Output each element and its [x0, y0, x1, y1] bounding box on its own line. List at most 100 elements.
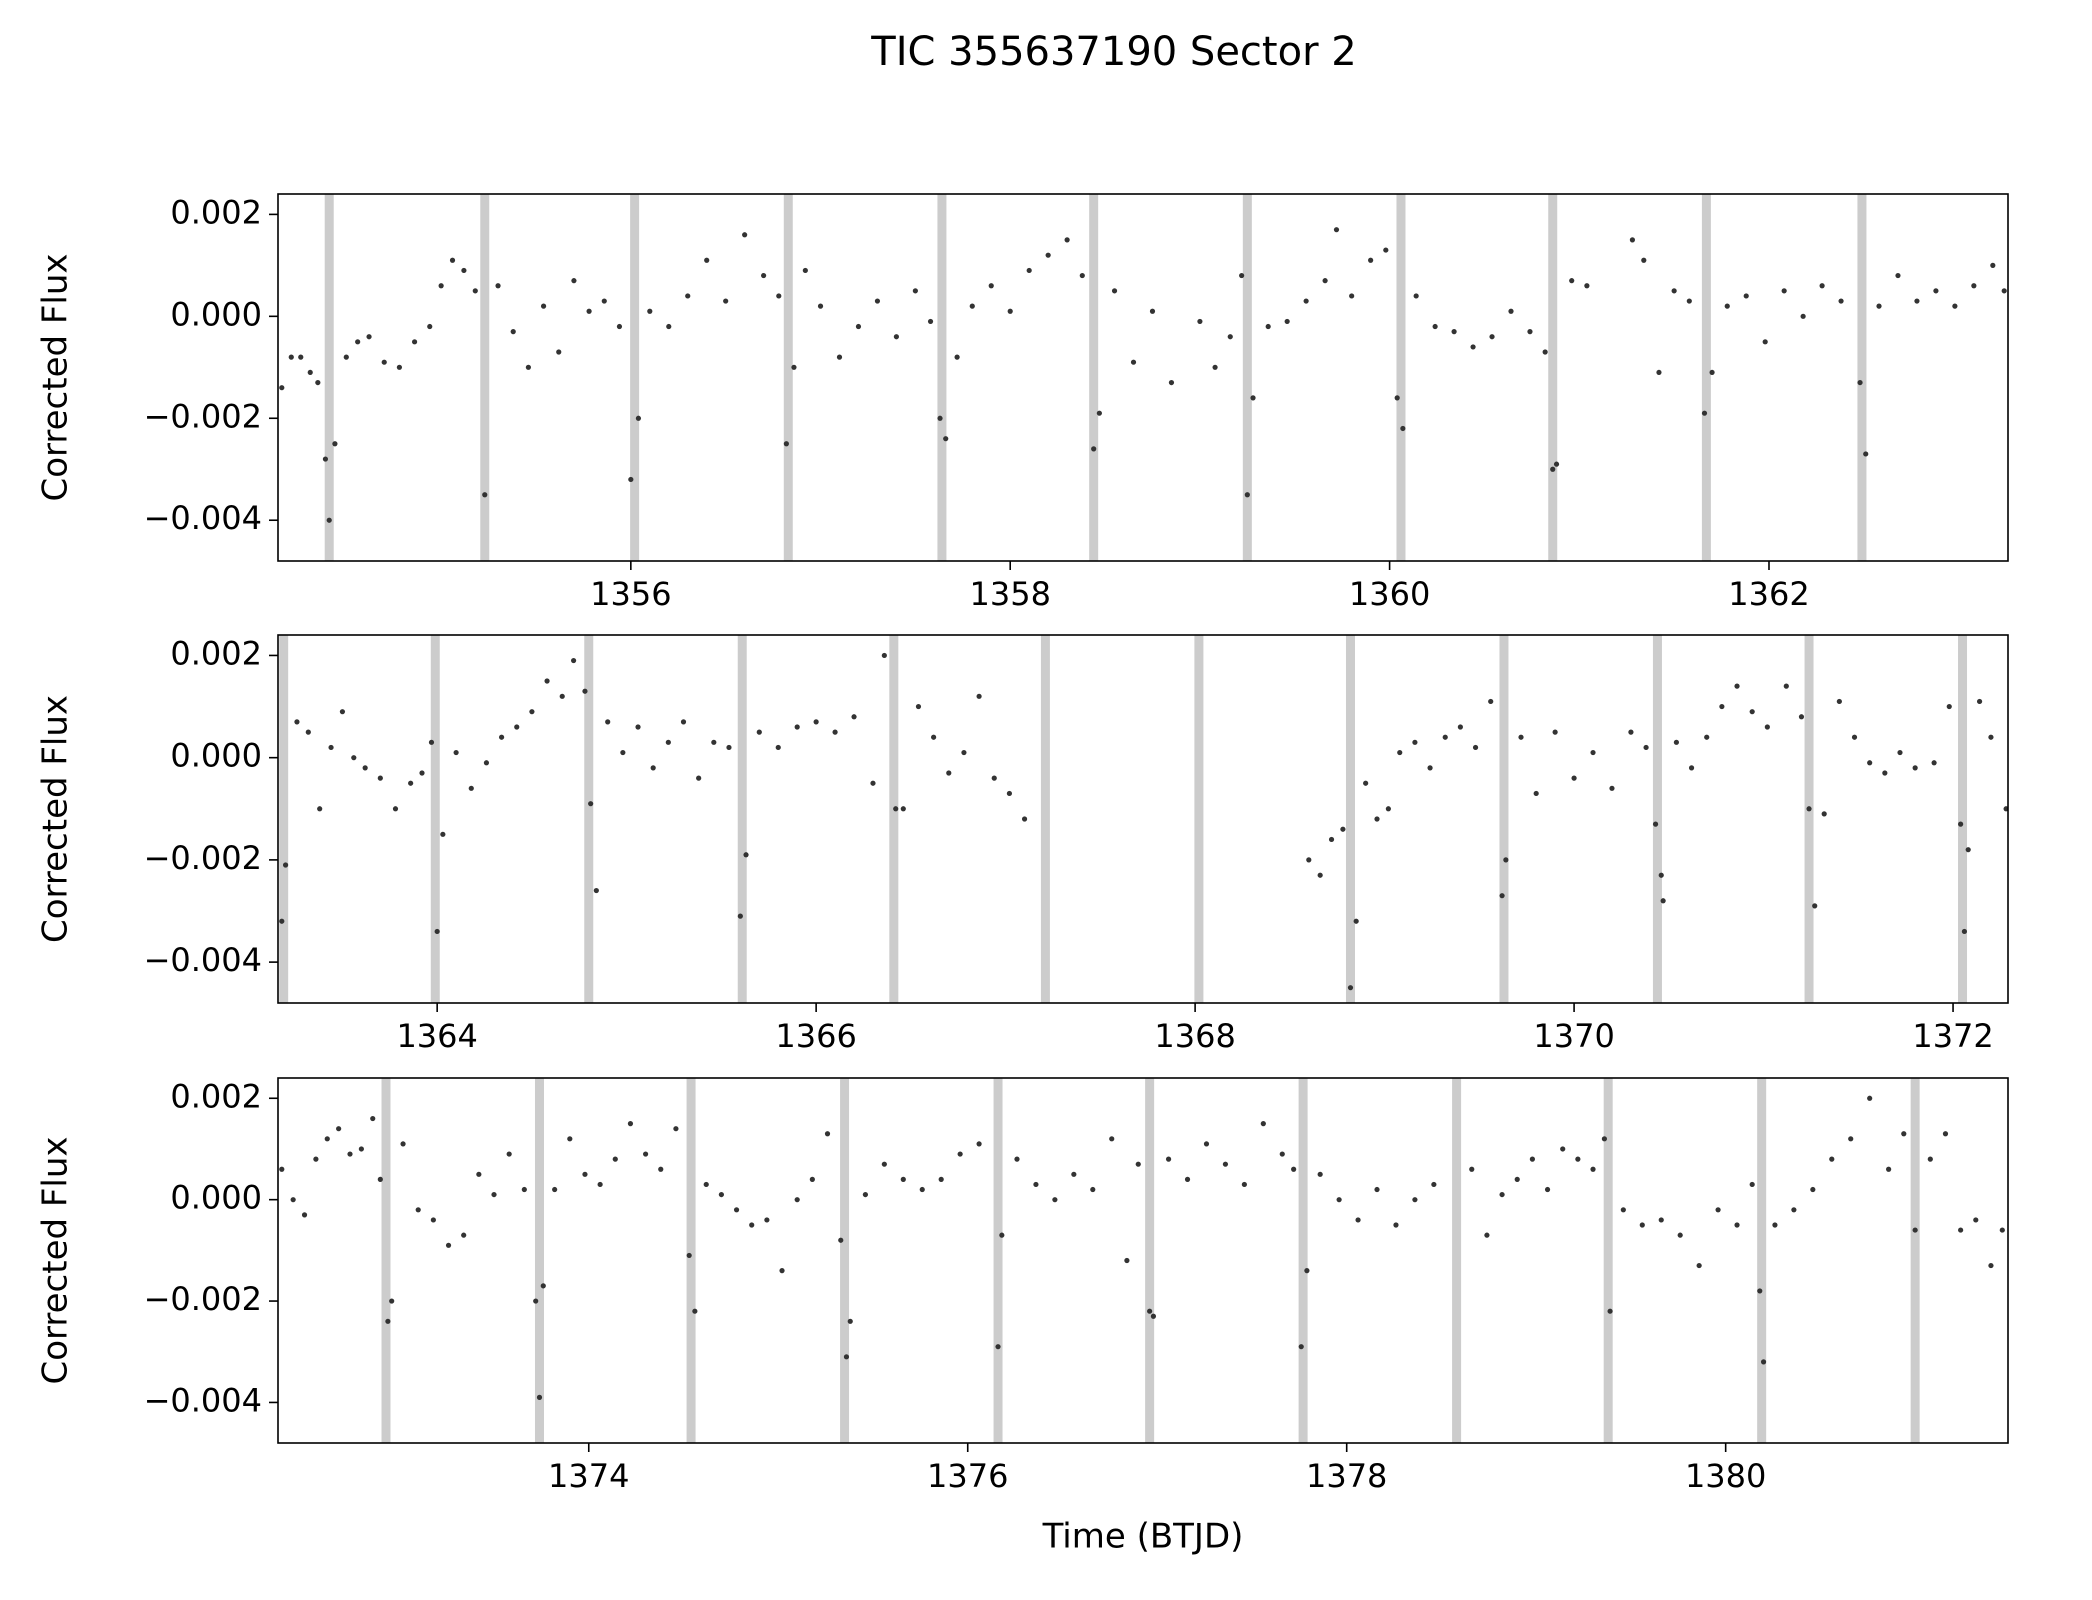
plot-area — [279, 194, 2007, 561]
data-point — [282, 862, 289, 868]
data-point — [1130, 359, 1137, 365]
data-point — [1658, 1217, 1664, 1223]
data-point — [1168, 379, 1175, 386]
data-point — [776, 293, 782, 299]
data-point — [620, 749, 626, 756]
data-point — [408, 780, 414, 786]
data-point — [743, 852, 749, 858]
data-point — [1203, 1141, 1210, 1147]
data-point — [389, 1298, 395, 1304]
data-point — [1147, 1308, 1153, 1314]
data-point — [1999, 1227, 2005, 1233]
data-point — [1472, 744, 1479, 751]
data-point — [1079, 272, 1085, 279]
data-point — [1457, 724, 1463, 730]
transit-band — [1145, 1078, 1155, 1443]
data-point — [588, 801, 594, 807]
data-point — [1607, 1308, 1613, 1314]
data-point — [1571, 775, 1577, 781]
data-point — [491, 1191, 497, 1198]
transit-band — [1701, 194, 1711, 561]
data-point — [1317, 1171, 1323, 1177]
data-point — [881, 652, 887, 659]
data-point — [733, 1207, 740, 1213]
data-point — [593, 887, 599, 894]
data-point — [1303, 298, 1309, 304]
data-point — [673, 1126, 679, 1132]
transit-band — [324, 194, 334, 561]
data-point — [976, 693, 982, 699]
data-point — [601, 298, 607, 304]
x-tick-label: 1374 — [548, 1457, 629, 1495]
data-point — [1212, 364, 1218, 370]
data-point — [711, 739, 717, 745]
figure-title: TIC 355637190 Sector 2 — [870, 29, 1356, 75]
data-point — [1239, 272, 1245, 279]
data-point — [1704, 734, 1710, 740]
data-point — [1222, 1161, 1229, 1167]
data-point — [927, 318, 934, 325]
y-tick-label: −0.004 — [144, 499, 262, 537]
transit-band — [1242, 194, 1252, 561]
transit-band — [1548, 194, 1558, 561]
data-point — [1609, 785, 1615, 791]
data-point — [1427, 765, 1433, 771]
data-point — [385, 1318, 391, 1324]
data-point — [1724, 303, 1730, 309]
data-point — [893, 806, 899, 812]
transit-band — [381, 1078, 391, 1443]
data-point — [1971, 283, 1977, 289]
data-point — [680, 719, 687, 725]
data-point — [1560, 1146, 1566, 1152]
data-point — [1518, 734, 1524, 740]
transit-band — [737, 635, 747, 1003]
data-point — [1749, 1181, 1755, 1188]
data-point — [1819, 283, 1825, 289]
data-point — [1590, 1166, 1596, 1172]
data-point — [1090, 1186, 1096, 1193]
data-point — [919, 1186, 925, 1193]
data-point — [343, 354, 349, 360]
data-point — [597, 1181, 603, 1188]
data-point — [1641, 257, 1647, 263]
data-point — [915, 703, 922, 710]
data-point — [628, 476, 634, 483]
data-point — [1527, 329, 1533, 335]
data-point — [1933, 288, 1939, 294]
data-point — [1958, 1227, 1964, 1233]
data-point — [1091, 446, 1097, 452]
data-point — [1743, 293, 1749, 299]
x-tick-label: 1372 — [1912, 1017, 1993, 1055]
data-point — [279, 1166, 285, 1172]
data-point — [704, 257, 710, 263]
data-point — [1696, 1262, 1702, 1269]
data-point — [912, 288, 918, 294]
data-point — [1489, 334, 1495, 340]
transit-band — [279, 635, 289, 1003]
data-point — [1124, 1257, 1130, 1264]
data-point — [1709, 369, 1715, 376]
data-point — [1349, 293, 1355, 299]
data-point — [1150, 1313, 1157, 1319]
data-point — [1227, 334, 1233, 340]
data-point — [1484, 1232, 1490, 1238]
data-point — [1291, 1166, 1297, 1172]
data-point — [1829, 1156, 1835, 1162]
data-point — [605, 719, 611, 725]
data-point — [419, 770, 425, 776]
data-point — [482, 492, 488, 498]
data-point — [322, 456, 329, 462]
transit-band — [1345, 635, 1355, 1003]
x-tick-label: 1370 — [1533, 1017, 1614, 1055]
data-point — [647, 308, 653, 314]
data-point — [540, 1283, 546, 1289]
data-point — [723, 298, 729, 304]
data-point — [813, 719, 819, 725]
data-point — [1412, 1197, 1418, 1203]
data-point — [809, 1176, 815, 1182]
data-point — [1322, 278, 1328, 284]
transit-band — [1040, 635, 1050, 1003]
data-point — [1701, 410, 1708, 416]
data-point — [1590, 749, 1596, 756]
